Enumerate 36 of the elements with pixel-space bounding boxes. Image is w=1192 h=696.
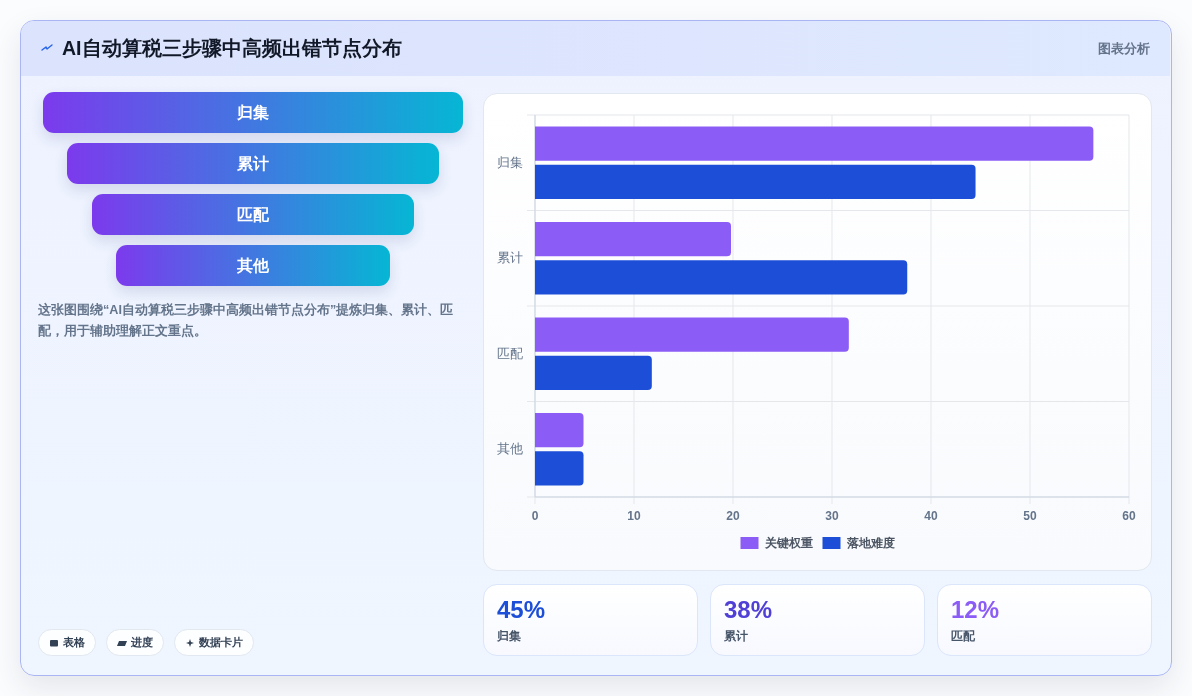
x-tick-label: 20 bbox=[726, 509, 740, 523]
category-label: 累计 bbox=[724, 628, 748, 644]
text: 进度 bbox=[131, 635, 153, 650]
text: 45% bbox=[497, 596, 546, 623]
legend-label: 落地难度 bbox=[845, 536, 895, 550]
x-tick-label: 30 bbox=[825, 509, 839, 523]
funnel-step: 累计 bbox=[67, 143, 439, 184]
text: 这张图围绕“AI自动算税三步骤中高频出错节点分布”提炼归集、累计、匹配，用于辅助理解正文重点。 bbox=[38, 301, 455, 340]
funnel-step: 匹配 bbox=[91, 194, 415, 235]
x-tick-label: 10 bbox=[627, 509, 641, 523]
text: 12% bbox=[951, 596, 1000, 623]
text: 表格 bbox=[63, 635, 85, 650]
y-tick-label: 匹配 bbox=[497, 346, 523, 361]
x-tick-label: 0 bbox=[531, 509, 539, 523]
bar bbox=[535, 412, 584, 448]
bar bbox=[535, 221, 732, 257]
bar bbox=[535, 260, 908, 295]
funnel-step: 其他 bbox=[116, 245, 390, 286]
category-label: 匹配 bbox=[951, 628, 975, 644]
bar bbox=[535, 451, 584, 486]
legend-label: 关键权重 bbox=[763, 536, 813, 550]
y-tick-label: 归集 bbox=[497, 155, 523, 170]
bar bbox=[535, 355, 652, 391]
x-tick-label: 60 bbox=[1122, 509, 1136, 523]
x-tick-label: 40 bbox=[924, 509, 938, 523]
bar bbox=[535, 317, 849, 352]
y-tick-label: 累计 bbox=[497, 251, 523, 266]
text: 数据卡片 bbox=[199, 635, 243, 650]
y-tick-label: 其他 bbox=[497, 442, 523, 457]
x-tick-label: 50 bbox=[1023, 509, 1037, 523]
text: 38% bbox=[724, 596, 773, 623]
text: AI自动算税三步骤中高频出错节点分布 bbox=[62, 36, 402, 61]
bar bbox=[535, 126, 1094, 161]
funnel-step: 归集 bbox=[43, 92, 463, 133]
text: 图表分析 bbox=[1098, 40, 1150, 58]
bar bbox=[535, 164, 976, 200]
